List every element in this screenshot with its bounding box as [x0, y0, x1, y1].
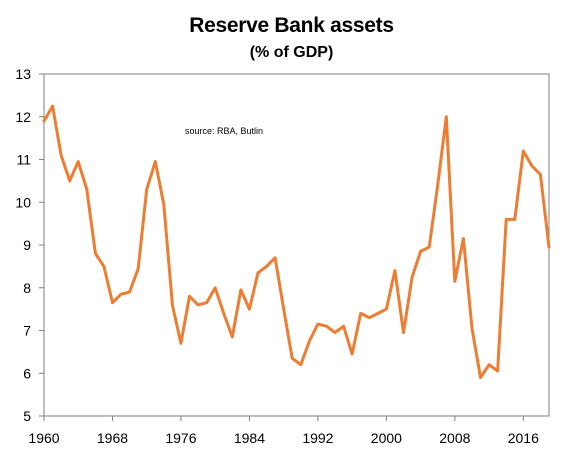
data-point	[513, 218, 516, 221]
plot-area-border	[43, 73, 550, 417]
data-point	[231, 335, 234, 339]
y-tick-label: 10	[15, 194, 31, 210]
data-point	[214, 286, 217, 289]
y-tick-label: 13	[15, 66, 31, 82]
data-point	[265, 265, 268, 268]
data-point	[539, 173, 542, 176]
series-line	[42, 104, 551, 379]
data-point	[68, 179, 71, 183]
data-point	[505, 218, 508, 221]
y-axis-labels: 5 6 7 8 9 10 11 12 13	[15, 66, 31, 424]
x-axis-labels: 1960 1968 1976 1984 1992 2000 2008 2016	[28, 430, 539, 446]
data-point	[179, 342, 183, 345]
data-point	[547, 245, 551, 249]
data-point	[453, 280, 456, 283]
data-point	[462, 237, 465, 240]
data-point	[154, 160, 157, 163]
data-point	[239, 288, 243, 292]
x-tick-label: 2016	[508, 430, 539, 446]
x-tick-label: 1984	[234, 430, 265, 446]
y-tick-label: 11	[16, 152, 31, 168]
y-tick-label: 6	[23, 365, 31, 381]
data-point	[273, 256, 277, 259]
data-point	[248, 307, 251, 311]
data-point	[470, 327, 474, 330]
data-point	[42, 119, 46, 123]
axes	[39, 73, 550, 421]
data-point	[402, 331, 405, 334]
data-point	[333, 331, 337, 334]
data-point	[496, 369, 499, 373]
data-point	[393, 269, 397, 272]
source-annotation: source: RBA, Butlin	[185, 126, 263, 136]
data-point	[171, 303, 174, 307]
data-point	[368, 316, 371, 319]
data-point	[137, 267, 140, 270]
data-point	[445, 115, 448, 119]
y-tick-label: 5	[23, 408, 31, 424]
data-point	[530, 164, 534, 168]
y-tick-label: 7	[23, 323, 31, 339]
data-point	[145, 188, 148, 191]
chart-title: Reserve Bank assets	[189, 14, 394, 37]
x-tick-label: 1960	[28, 430, 59, 446]
data-point	[522, 149, 525, 153]
data-point	[59, 154, 63, 157]
data-point	[385, 307, 388, 311]
y-tick-label: 9	[23, 237, 31, 253]
data-point	[102, 265, 106, 268]
data-point	[77, 160, 80, 163]
data-point	[85, 188, 89, 191]
data-point	[316, 322, 320, 326]
data-point	[299, 363, 302, 366]
data-point	[196, 303, 200, 307]
data-point	[51, 104, 54, 108]
data-point	[410, 275, 414, 279]
data-point	[428, 245, 431, 249]
data-point	[487, 363, 491, 366]
data-point	[325, 325, 328, 328]
data-point	[376, 312, 379, 315]
data-point	[342, 325, 345, 328]
y-tick-label: 12	[15, 109, 31, 125]
chart-subtitle: (% of GDP)	[249, 44, 334, 61]
data-point	[205, 301, 208, 304]
data-point	[359, 312, 362, 315]
data-point	[94, 252, 97, 255]
x-tick-label: 2008	[439, 430, 470, 446]
x-tick-label: 2000	[371, 430, 402, 446]
data-point	[291, 357, 294, 360]
data-point	[119, 293, 123, 296]
x-tick-label: 1992	[302, 430, 333, 446]
data-point	[188, 295, 191, 298]
data-point	[282, 307, 285, 311]
data-point	[436, 183, 439, 187]
series-group	[42, 104, 551, 379]
data-point	[111, 301, 114, 304]
x-tick-label: 1976	[165, 430, 196, 446]
y-tick-label: 8	[23, 280, 31, 296]
x-tick-label: 1968	[97, 430, 128, 446]
data-point	[308, 340, 311, 343]
data-point	[222, 312, 225, 315]
data-point	[256, 271, 260, 274]
data-point	[162, 203, 165, 206]
data-point	[479, 376, 482, 379]
data-point	[350, 352, 354, 356]
data-point	[128, 290, 131, 294]
data-point	[419, 250, 422, 253]
